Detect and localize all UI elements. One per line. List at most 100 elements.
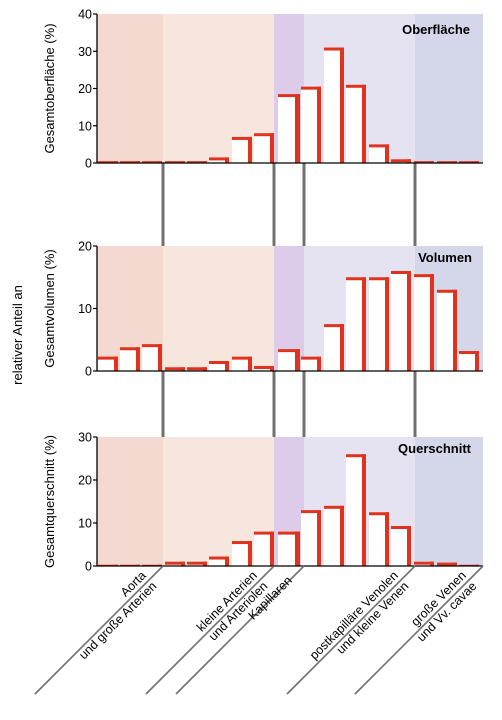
bar-side	[317, 510, 321, 566]
bar-top-edge	[414, 161, 434, 163]
bar	[120, 347, 140, 371]
bar-top-edge	[209, 157, 229, 161]
bar	[324, 505, 344, 566]
bar-top-edge	[369, 512, 389, 516]
y-tick-label: 20	[78, 240, 92, 254]
bar-top-edge	[324, 505, 344, 509]
bar-side	[385, 512, 389, 566]
bar-side	[225, 157, 229, 163]
zone-aorta-band	[97, 14, 163, 163]
bar-side	[385, 144, 389, 163]
bar-side	[340, 47, 344, 163]
bar-side	[475, 161, 479, 163]
bar-top-edge	[165, 367, 185, 371]
y-tick-label: 20	[78, 474, 92, 488]
bar-side	[114, 161, 118, 163]
bar-side	[430, 561, 434, 566]
bar-top-edge	[187, 161, 207, 163]
bar-top-edge	[346, 277, 366, 281]
bar-side	[136, 161, 140, 163]
bar	[301, 86, 321, 163]
bar-side	[295, 94, 300, 163]
bar-side	[430, 161, 434, 163]
bar	[369, 144, 389, 163]
bar-top-edge	[369, 277, 389, 281]
bar-top-edge	[232, 541, 252, 545]
bar-side	[203, 561, 207, 566]
bar-top-edge	[391, 271, 411, 274]
bar-top-edge	[278, 94, 300, 98]
bar-side	[362, 454, 366, 566]
zone-aorta-band	[97, 437, 163, 566]
bar-side	[158, 161, 162, 163]
bar	[391, 271, 411, 371]
panel-0: 0 10 20 30 40 Oberfläche Gesamtoberfläche (%)	[42, 8, 483, 171]
panel-title: Volumen	[418, 250, 472, 265]
category-separator	[286, 565, 416, 695]
bar	[278, 531, 300, 566]
bar-side	[407, 271, 411, 371]
bar	[391, 526, 411, 566]
bar-top-edge	[209, 556, 229, 560]
bar	[459, 351, 479, 371]
bar-side	[248, 356, 252, 371]
bar-top-edge	[232, 356, 252, 360]
bar-side	[181, 367, 185, 371]
bar	[301, 356, 321, 371]
bar-top-edge	[98, 356, 118, 360]
bar-side	[203, 367, 207, 371]
bar-top-edge	[187, 367, 207, 371]
bar	[437, 289, 457, 371]
y-axis-label: Gesamtquerschnitt (%)	[42, 435, 57, 568]
bar-top-edge	[232, 136, 252, 140]
y-axis-label: Gesamtvolumen (%)	[42, 249, 57, 367]
category-separator	[175, 565, 305, 695]
category-label: Aortaund große Arterien	[66, 568, 160, 662]
bar-side	[340, 505, 344, 566]
y-axis-label: Gesamtoberfläche (%)	[42, 23, 57, 153]
bar-top-edge	[324, 47, 344, 51]
bar-side	[340, 324, 344, 371]
bar-side	[430, 274, 434, 371]
bar-side	[295, 531, 300, 566]
bar	[278, 349, 300, 371]
bar-side	[317, 86, 321, 163]
bar-top-edge	[437, 562, 457, 566]
bar-side	[475, 351, 479, 371]
bar	[232, 541, 252, 566]
bar	[209, 361, 229, 371]
bar	[254, 133, 274, 163]
bar-side	[407, 159, 411, 163]
bar-side	[158, 344, 162, 371]
zone-venen-band	[415, 14, 483, 163]
bar-top-edge	[369, 144, 389, 148]
bar-side	[407, 526, 411, 566]
bar-side	[270, 366, 274, 371]
bar-side	[136, 347, 140, 371]
bar-top-edge	[437, 161, 457, 163]
panel-title: Querschnitt	[398, 441, 472, 456]
category-separator	[354, 565, 484, 695]
bar-top-edge	[278, 531, 300, 535]
bar-side	[270, 133, 274, 163]
bar-top-edge	[301, 86, 321, 90]
y-tick-label: 30	[78, 431, 92, 445]
bar-top-edge	[120, 347, 140, 351]
bar-side	[270, 531, 274, 566]
bar-side	[362, 84, 366, 163]
bar-side	[317, 356, 321, 371]
bar	[254, 531, 274, 566]
bar-side	[453, 289, 457, 371]
bar-top-edge	[165, 161, 185, 163]
bar-side	[203, 161, 207, 163]
bar-top-edge	[301, 510, 321, 514]
bar-top-edge	[142, 344, 162, 348]
bar-top-edge	[459, 161, 479, 163]
bar-top-edge	[459, 351, 479, 354]
bar-top-edge	[254, 366, 274, 369]
bar	[369, 512, 389, 566]
bar	[98, 356, 118, 371]
bar-side	[181, 561, 185, 566]
bar	[324, 324, 344, 371]
